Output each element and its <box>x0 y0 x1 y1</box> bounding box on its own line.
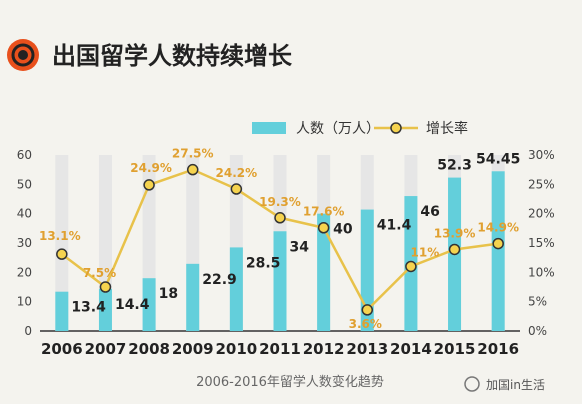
growth-rate-point <box>186 163 199 176</box>
y-right-tick-label: 25% <box>528 177 555 191</box>
bar-value-label: 34 <box>290 239 310 255</box>
bar-value-label: 22.9 <box>202 272 237 288</box>
x-tick-label: 2009 <box>172 340 214 358</box>
growth-rate-point <box>361 304 374 316</box>
wechat-icon <box>464 376 480 392</box>
bar-value-label: 52.3 <box>437 158 472 174</box>
growth-rate-label: 19.3% <box>259 195 301 209</box>
y-right-tick-label: 10% <box>528 265 555 279</box>
legend-bar-swatch <box>252 122 286 134</box>
bar <box>142 278 156 331</box>
growth-rate-point <box>99 281 112 293</box>
bar <box>360 209 374 331</box>
bar-value-label: 41.4 <box>377 218 412 234</box>
bar-value-label: 40 <box>333 222 353 238</box>
y-right-tick-label: 0% <box>528 324 547 338</box>
legend-line-marker <box>390 122 402 134</box>
bar-value-label: 54.45 <box>476 151 520 167</box>
page-title: 出国留学人数持续增长 <box>52 42 293 70</box>
growth-rate-point <box>405 260 417 273</box>
x-tick-label: 2016 <box>477 340 519 358</box>
growth-rate-label: 11% <box>411 245 440 259</box>
chart-caption: 2006-2016年留学人数变化趋势 <box>196 374 384 390</box>
x-tick-label: 2014 <box>390 340 432 358</box>
bar-background <box>55 155 69 331</box>
y-left-tick-label: 60 <box>17 148 32 162</box>
x-tick-label: 2012 <box>303 340 345 358</box>
growth-rate-point <box>448 243 461 256</box>
bar <box>186 263 200 331</box>
bar <box>98 288 112 331</box>
bar <box>229 247 243 331</box>
x-tick-label: 2008 <box>128 340 170 358</box>
bar-value-label: 13.4 <box>71 300 106 316</box>
growth-rate-point <box>492 237 504 250</box>
bars <box>55 155 505 331</box>
growth-line <box>56 163 504 316</box>
bar-value-label: 46 <box>420 204 439 220</box>
legend: 人数（万人） 增长率 <box>252 120 468 137</box>
bar <box>317 213 331 331</box>
growth-rate-point <box>230 183 243 195</box>
x-tick-label: 2013 <box>346 340 388 358</box>
growth-rate-label: 24.9% <box>130 161 172 175</box>
data-labels: 13.4 14.4 18 22.9 28.5 34 40 41.4 46 52.3 54.45 13.… <box>39 147 520 331</box>
growth-rate-point <box>317 221 330 234</box>
y-right-tick-label: 20% <box>528 207 555 221</box>
x-tick-label: 2006 <box>41 340 83 358</box>
bar <box>273 231 287 331</box>
title-icon-ring <box>11 43 35 67</box>
bar <box>55 291 69 331</box>
title-icon <box>7 39 39 71</box>
y-left-tick-label: 40 <box>17 207 32 221</box>
watermark-text: 加国in生活 <box>486 378 545 392</box>
growth-rate-point <box>56 248 68 260</box>
x-tick-label: 2007 <box>85 340 127 358</box>
bar-value-label: 14.4 <box>115 297 150 313</box>
y-left-tick-label: 30 <box>17 236 32 250</box>
growth-rate-label: 13.1% <box>39 229 81 243</box>
growth-rate-point <box>143 179 155 191</box>
growth-rate-label: 14.9% <box>477 221 519 235</box>
x-tick-label: 2015 <box>434 340 476 358</box>
bar-value-label: 18 <box>159 286 178 302</box>
legend-line-label: 增长率 <box>426 120 468 137</box>
growth-rate-point <box>274 212 286 224</box>
y-right-tick-label: 15% <box>528 236 555 250</box>
growth-rate-label: 27.5% <box>172 147 214 161</box>
y-right-tick-label: 5% <box>528 295 547 309</box>
bar-value-label: 28.5 <box>246 255 281 271</box>
y-left-tick-label: 50 <box>17 177 32 191</box>
y-left-tick-label: 0 <box>24 324 32 338</box>
title-icon-dot <box>18 50 28 60</box>
y-left-tick-label: 10 <box>17 295 32 309</box>
watermark: 加国in生活 <box>464 376 545 392</box>
y-right-tick-label: 30% <box>528 148 555 162</box>
growth-rate-label: 3.6% <box>349 317 382 331</box>
y-left-tick-label: 20 <box>17 265 32 279</box>
growth-rate-label: 17.6% <box>303 205 345 219</box>
legend-bar-label: 人数（万人） <box>296 121 380 137</box>
bar <box>491 171 505 331</box>
growth-rate-label: 24.2% <box>216 166 258 180</box>
axes: 0 10 20 30 40 50 60 0% 5% 10% 15% 20% 25% 30% 2006 2007… <box>17 148 555 358</box>
growth-rate-label: 7.5% <box>83 266 116 280</box>
growth-rate-label: 13.9% <box>434 226 476 240</box>
x-tick-label: 2010 <box>215 340 257 358</box>
x-tick-label: 2011 <box>259 340 301 358</box>
